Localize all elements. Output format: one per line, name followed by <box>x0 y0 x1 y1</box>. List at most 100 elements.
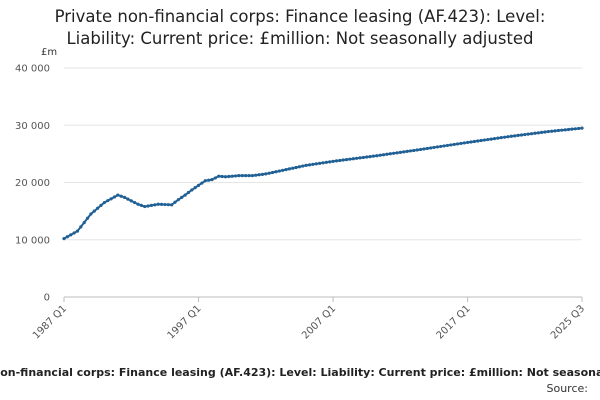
data-point-58[interactable] <box>257 173 261 177</box>
data-point-153[interactable] <box>577 126 581 131</box>
data-point-100[interactable] <box>398 150 402 154</box>
data-point-12[interactable] <box>102 200 106 205</box>
data-point-106[interactable] <box>418 147 423 152</box>
data-point-56[interactable] <box>250 174 254 178</box>
data-point-154[interactable] <box>580 126 584 130</box>
data-point-91[interactable] <box>368 154 372 159</box>
data-point-126[interactable] <box>486 137 490 142</box>
data-point-6[interactable] <box>82 220 86 225</box>
data-point-108[interactable] <box>425 146 429 151</box>
data-point-63[interactable] <box>274 170 278 174</box>
data-point-61[interactable] <box>267 171 271 175</box>
data-point-112[interactable] <box>439 144 443 149</box>
data-point-78[interactable] <box>324 160 328 164</box>
data-point-121[interactable] <box>469 140 473 144</box>
data-point-45[interactable] <box>213 176 217 180</box>
data-point-18[interactable] <box>122 195 127 199</box>
data-point-40[interactable] <box>196 183 201 187</box>
data-point-49[interactable] <box>227 174 231 179</box>
data-point-127[interactable] <box>489 137 493 141</box>
data-point-104[interactable] <box>412 148 416 153</box>
data-point-120[interactable] <box>466 140 470 145</box>
data-point-83[interactable] <box>341 158 345 162</box>
data-point-13[interactable] <box>106 199 110 203</box>
data-point-50[interactable] <box>230 174 234 178</box>
data-point-15[interactable] <box>112 195 117 199</box>
data-point-46[interactable] <box>217 174 221 178</box>
data-point-53[interactable] <box>240 174 244 178</box>
data-point-11[interactable] <box>99 203 103 207</box>
data-point-73[interactable] <box>307 163 312 167</box>
data-point-41[interactable] <box>200 181 204 185</box>
data-point-107[interactable] <box>422 147 426 151</box>
data-point-16[interactable] <box>116 193 120 197</box>
data-point-128[interactable] <box>492 137 497 141</box>
data-point-35[interactable] <box>180 195 184 199</box>
data-point-88[interactable] <box>358 156 362 160</box>
data-point-110[interactable] <box>432 145 436 150</box>
data-point-54[interactable] <box>244 174 248 178</box>
data-point-152[interactable] <box>573 127 577 131</box>
data-point-7[interactable] <box>85 216 90 220</box>
data-point-29[interactable] <box>159 202 164 206</box>
data-point-144[interactable] <box>546 129 550 134</box>
data-point-10[interactable] <box>96 206 100 210</box>
data-point-149[interactable] <box>563 128 567 132</box>
data-point-122[interactable] <box>472 139 476 144</box>
data-point-137[interactable] <box>523 132 527 137</box>
data-point-134[interactable] <box>513 134 517 138</box>
data-point-124[interactable] <box>479 138 483 143</box>
data-point-130[interactable] <box>499 136 503 140</box>
data-point-140[interactable] <box>533 131 537 135</box>
data-point-82[interactable] <box>338 158 342 163</box>
data-point-129[interactable] <box>496 136 500 140</box>
data-point-81[interactable] <box>334 159 339 163</box>
data-point-39[interactable] <box>193 186 197 190</box>
data-point-9[interactable] <box>92 209 96 213</box>
data-point-0[interactable] <box>62 237 66 241</box>
data-point-87[interactable] <box>355 156 359 160</box>
data-point-143[interactable] <box>543 130 547 134</box>
data-point-125[interactable] <box>482 138 487 142</box>
data-point-151[interactable] <box>570 127 574 131</box>
data-point-101[interactable] <box>402 150 406 154</box>
data-point-23[interactable] <box>139 203 143 207</box>
data-point-47[interactable] <box>220 174 224 179</box>
data-point-4[interactable] <box>75 229 80 233</box>
data-point-42[interactable] <box>203 179 207 183</box>
data-point-38[interactable] <box>190 188 194 192</box>
data-point-117[interactable] <box>455 142 460 146</box>
data-point-59[interactable] <box>260 172 265 176</box>
data-point-114[interactable] <box>445 143 450 148</box>
data-point-98[interactable] <box>392 151 396 155</box>
data-point-76[interactable] <box>318 161 322 165</box>
data-point-118[interactable] <box>459 141 463 146</box>
data-point-72[interactable] <box>304 163 308 167</box>
data-point-33[interactable] <box>173 200 177 204</box>
data-point-80[interactable] <box>331 159 335 163</box>
data-point-22[interactable] <box>136 202 140 206</box>
data-point-65[interactable] <box>281 168 285 172</box>
data-point-2[interactable] <box>69 233 73 237</box>
data-point-34[interactable] <box>176 198 180 202</box>
data-point-52[interactable] <box>237 174 241 178</box>
data-point-36[interactable] <box>183 193 187 197</box>
data-point-139[interactable] <box>529 132 534 136</box>
data-point-97[interactable] <box>388 152 392 156</box>
data-point-3[interactable] <box>72 231 76 235</box>
data-point-86[interactable] <box>351 157 355 161</box>
data-point-89[interactable] <box>361 155 365 160</box>
data-point-62[interactable] <box>270 170 275 175</box>
data-point-26[interactable] <box>149 203 154 207</box>
data-point-142[interactable] <box>540 130 544 135</box>
data-point-113[interactable] <box>442 144 446 148</box>
data-point-79[interactable] <box>328 160 332 164</box>
data-point-148[interactable] <box>560 128 564 132</box>
data-point-55[interactable] <box>247 174 251 178</box>
data-point-136[interactable] <box>519 133 524 137</box>
data-point-27[interactable] <box>153 203 157 207</box>
data-point-94[interactable] <box>378 153 382 157</box>
data-point-19[interactable] <box>126 197 130 201</box>
data-point-145[interactable] <box>550 129 554 133</box>
data-point-1[interactable] <box>65 235 69 239</box>
